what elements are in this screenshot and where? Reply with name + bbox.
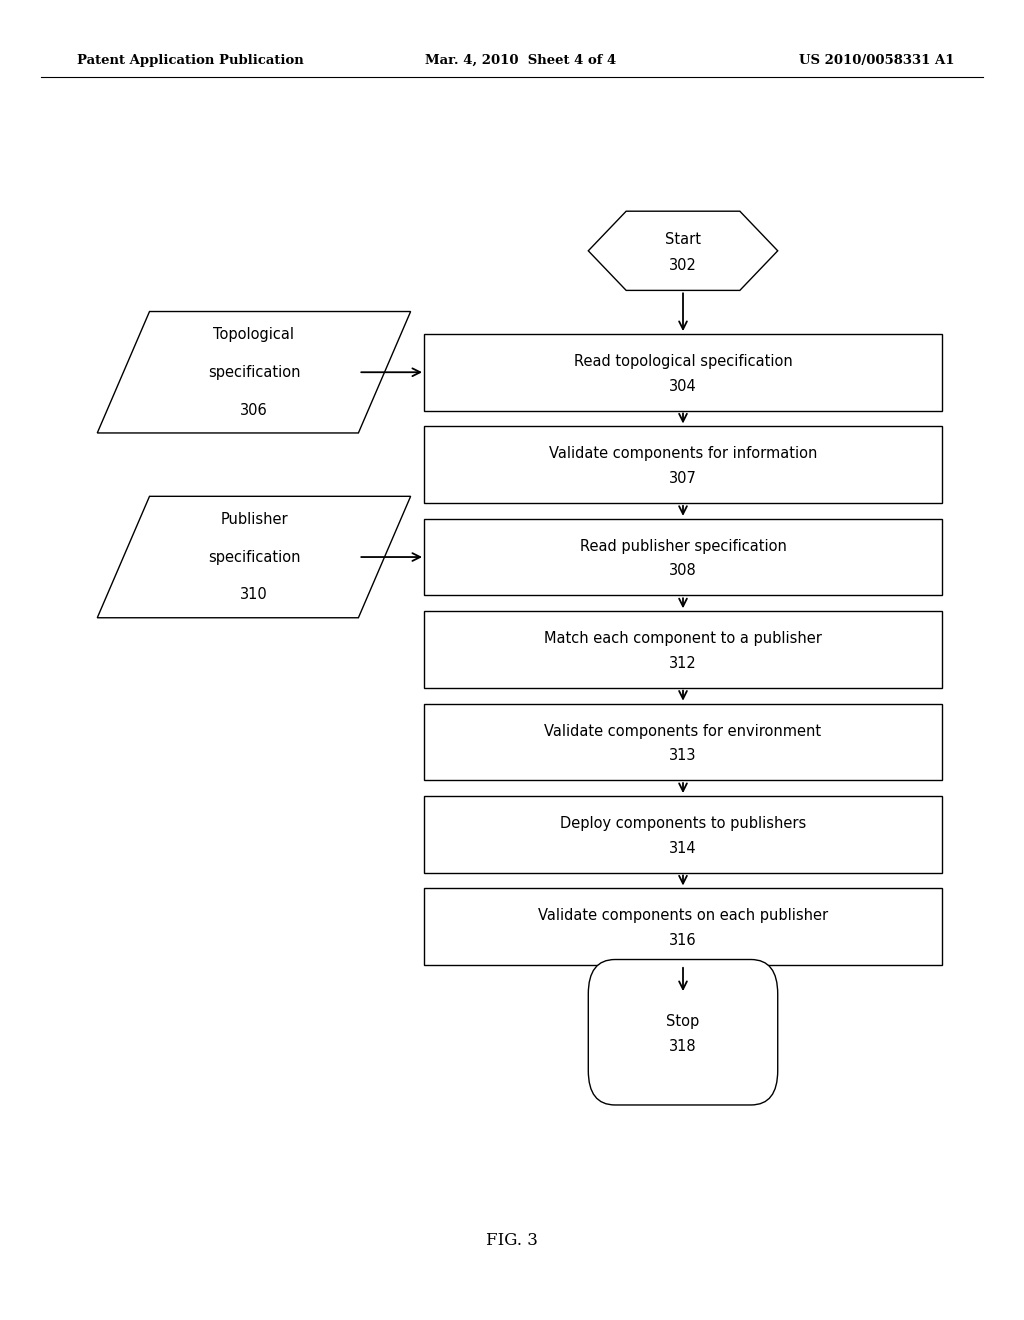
Text: 313: 313 bbox=[670, 748, 696, 763]
Text: Validate components on each publisher: Validate components on each publisher bbox=[538, 908, 828, 924]
Text: Patent Application Publication: Patent Application Publication bbox=[77, 54, 303, 67]
Text: Stop: Stop bbox=[667, 1014, 699, 1030]
Text: 314: 314 bbox=[670, 841, 696, 855]
Text: Mar. 4, 2010  Sheet 4 of 4: Mar. 4, 2010 Sheet 4 of 4 bbox=[425, 54, 616, 67]
Text: Match each component to a publisher: Match each component to a publisher bbox=[544, 631, 822, 647]
Text: Deploy components to publishers: Deploy components to publishers bbox=[560, 816, 806, 832]
Text: specification: specification bbox=[208, 364, 300, 380]
Text: 304: 304 bbox=[669, 379, 697, 393]
Text: 318: 318 bbox=[670, 1039, 696, 1053]
Text: specification: specification bbox=[208, 549, 300, 565]
Text: 307: 307 bbox=[669, 471, 697, 486]
Text: 312: 312 bbox=[669, 656, 697, 671]
Text: Read publisher specification: Read publisher specification bbox=[580, 539, 786, 554]
Text: Topological: Topological bbox=[213, 327, 295, 342]
Text: 302: 302 bbox=[669, 257, 697, 272]
FancyBboxPatch shape bbox=[424, 796, 942, 873]
Text: 306: 306 bbox=[240, 403, 268, 417]
Text: 316: 316 bbox=[670, 933, 696, 948]
FancyBboxPatch shape bbox=[424, 426, 942, 503]
Text: 308: 308 bbox=[669, 564, 697, 578]
Polygon shape bbox=[588, 211, 778, 290]
Text: Read topological specification: Read topological specification bbox=[573, 354, 793, 370]
FancyBboxPatch shape bbox=[588, 960, 778, 1105]
Polygon shape bbox=[97, 312, 411, 433]
Text: Publisher: Publisher bbox=[220, 512, 288, 527]
FancyBboxPatch shape bbox=[424, 334, 942, 411]
FancyBboxPatch shape bbox=[424, 888, 942, 965]
Text: FIG. 3: FIG. 3 bbox=[486, 1233, 538, 1249]
Polygon shape bbox=[97, 496, 411, 618]
FancyBboxPatch shape bbox=[424, 519, 942, 595]
FancyBboxPatch shape bbox=[424, 611, 942, 688]
Text: Start: Start bbox=[665, 232, 701, 247]
Text: Validate components for environment: Validate components for environment bbox=[545, 723, 821, 739]
FancyBboxPatch shape bbox=[424, 704, 942, 780]
Text: 310: 310 bbox=[240, 587, 268, 602]
Text: Validate components for information: Validate components for information bbox=[549, 446, 817, 462]
Text: US 2010/0058331 A1: US 2010/0058331 A1 bbox=[799, 54, 954, 67]
